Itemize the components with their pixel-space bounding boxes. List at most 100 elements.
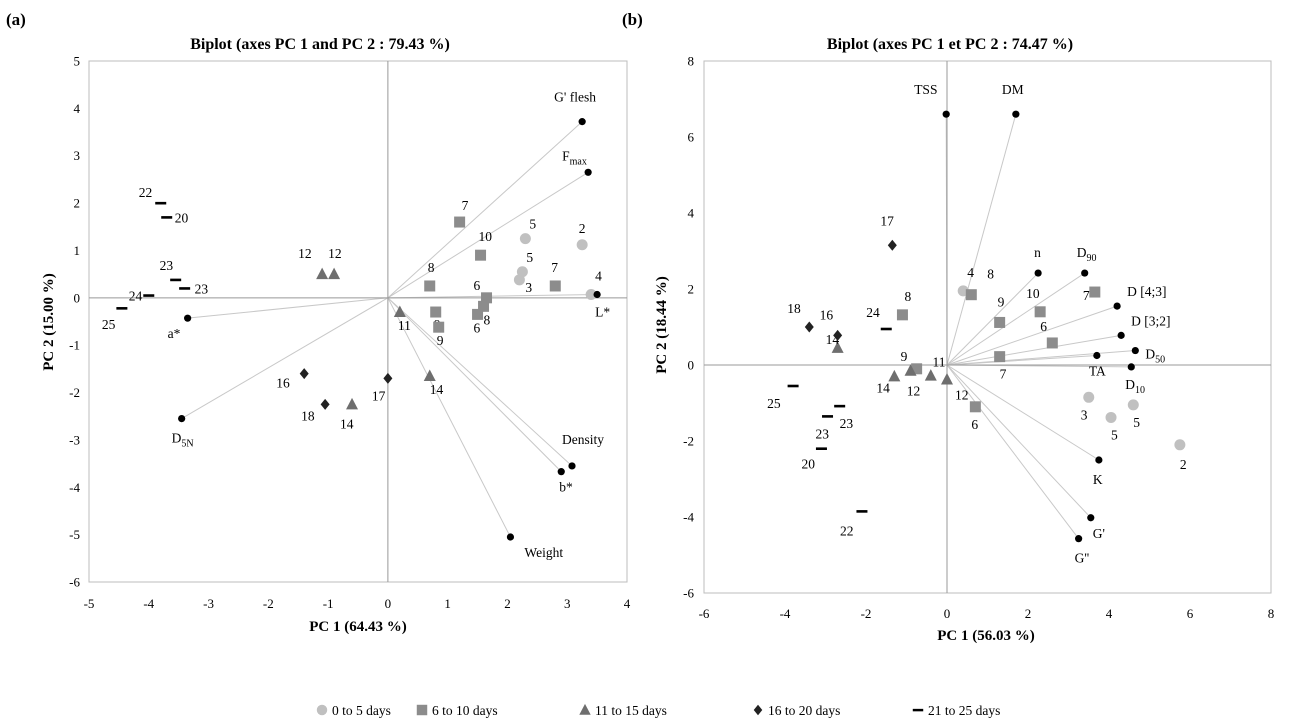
observation-marker xyxy=(179,287,191,290)
variable-label-text: D xyxy=(1125,377,1135,392)
y-tick-label: -2 xyxy=(69,385,80,400)
y-tick-label: 8 xyxy=(688,54,695,69)
x-tick-label: 2 xyxy=(1025,606,1032,621)
observation-label: 9 xyxy=(901,349,908,364)
legend-marker-diamond xyxy=(753,704,763,716)
y-tick-label: 4 xyxy=(688,206,695,221)
observation-marker xyxy=(161,216,173,219)
observation-marker xyxy=(833,329,843,341)
variable-label: G'' xyxy=(1075,551,1090,566)
variable-point xyxy=(942,110,950,118)
observation-label: 7 xyxy=(1000,367,1007,382)
observation-marker xyxy=(316,267,329,280)
variable-vector xyxy=(387,297,511,538)
x-tick-label: 4 xyxy=(1106,606,1113,621)
observation-label: 14 xyxy=(340,416,354,431)
observation-label: 4 xyxy=(595,269,602,284)
observation-label: 22 xyxy=(840,523,854,538)
variable-point xyxy=(1093,351,1101,360)
observation-marker xyxy=(896,309,908,321)
legend-marker-triangle xyxy=(579,703,591,715)
variable-point xyxy=(1131,346,1139,355)
observation-marker xyxy=(1105,411,1117,423)
legend-marker-circle xyxy=(316,704,328,716)
observation-label: 8 xyxy=(904,289,911,304)
y-tick-label: 0 xyxy=(688,358,695,373)
x-tick-label: -1 xyxy=(323,596,334,611)
observation-label: 23 xyxy=(195,281,209,296)
plot-area-a xyxy=(88,60,628,583)
legend-marker-dash xyxy=(912,708,924,712)
observation-marker xyxy=(1127,399,1139,411)
variable-label-text: G' flesh xyxy=(554,90,596,105)
x-ticks-b: -6 -4 -2 0 2 4 6 8 xyxy=(699,606,1275,621)
variable-label-text: Density xyxy=(562,432,604,447)
observation-marker xyxy=(585,289,597,301)
x-tick-label: 8 xyxy=(1268,606,1275,621)
y-tick-label: -2 xyxy=(683,434,694,449)
variable-vector xyxy=(946,364,1100,461)
variable-vector xyxy=(946,334,1122,366)
variable-point xyxy=(1113,302,1121,310)
x-tick-label: -6 xyxy=(699,606,710,621)
observation-label: 23 xyxy=(160,258,174,273)
observation-marker xyxy=(383,372,393,384)
y-tick-label: -4 xyxy=(683,510,694,525)
observation-marker xyxy=(116,307,128,310)
observation-marker xyxy=(454,216,466,228)
observation-label: 12 xyxy=(328,246,342,261)
observation-label: 23 xyxy=(816,426,830,441)
observation-label: 20 xyxy=(801,457,815,472)
y-tick-label: 2 xyxy=(688,282,695,297)
observation-marker xyxy=(1034,306,1046,318)
x-tick-label: -2 xyxy=(861,606,872,621)
observation-label: 9 xyxy=(998,294,1005,309)
observation-label: 8 xyxy=(484,312,491,327)
observation-label: 25 xyxy=(102,317,116,332)
chart-title-b: Biplot (axes PC 1 et PC 2 : 74.47 %) xyxy=(827,36,1073,53)
observation-label: 9 xyxy=(437,333,444,348)
observation-label: 11 xyxy=(398,318,411,333)
variable-label-text: D xyxy=(172,431,182,446)
observation-label: 5 xyxy=(526,250,533,265)
axis-lines-a xyxy=(89,61,627,582)
variable-label: D90 xyxy=(1077,245,1097,264)
observation-marker xyxy=(320,398,330,410)
observation-marker xyxy=(1046,337,1058,349)
variable-vector xyxy=(387,297,573,467)
biplot-b: Biplot (axes PC 1 et PC 2 : 74.47 %) -6 -… xyxy=(654,36,1274,644)
variable-label-text: G' xyxy=(1093,526,1105,541)
vectors-a xyxy=(181,121,598,538)
observation-label: 14 xyxy=(876,380,890,395)
variable-point xyxy=(1034,269,1042,277)
x-tick-label: 2 xyxy=(504,596,511,611)
variable-vector xyxy=(946,272,1039,366)
variable-label: TSS xyxy=(914,82,937,97)
variable-vector xyxy=(187,297,388,319)
observation-label: 16 xyxy=(276,376,290,391)
observation-label: 25 xyxy=(767,396,781,411)
observation-label: 6 xyxy=(971,417,978,432)
variable-label: D5N xyxy=(172,431,194,450)
variable-label: Density xyxy=(562,432,604,447)
observation-marker xyxy=(1083,391,1095,403)
observation-marker xyxy=(969,401,981,413)
observation-label: 8 xyxy=(987,267,994,282)
x-tick-label: 4 xyxy=(624,596,631,611)
variable-vector xyxy=(946,114,1017,366)
x-tick-label: 0 xyxy=(385,596,392,611)
variable-vector xyxy=(946,364,1080,539)
observation-label: 6 xyxy=(1040,319,1047,334)
legend-label: 21 to 25 days xyxy=(928,703,1000,718)
observation-label: 3 xyxy=(1081,407,1088,422)
y-tick-label: 5 xyxy=(74,54,81,69)
x-tick-label: 0 xyxy=(944,606,951,621)
observation-label: 22 xyxy=(139,185,153,200)
variable-point xyxy=(578,118,586,126)
observation-marker xyxy=(433,321,445,333)
observation-marker xyxy=(804,321,814,333)
observation-marker xyxy=(911,363,923,375)
observation-marker xyxy=(478,300,490,312)
observation-marker xyxy=(430,306,442,318)
